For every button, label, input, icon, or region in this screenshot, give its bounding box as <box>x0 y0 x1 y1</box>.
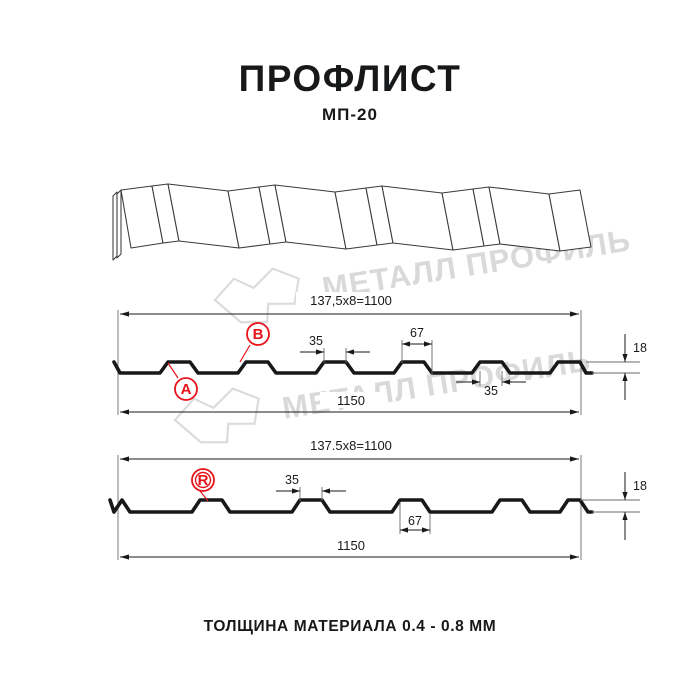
watermark-logo-icon <box>173 387 260 444</box>
dimension-valley-width-label: 67 <box>408 514 422 528</box>
dimension-valley-width: 67 <box>399 502 431 534</box>
callout-a-label: A <box>181 381 192 398</box>
dimension-height-label: 18 <box>633 479 647 493</box>
corrugation-facets <box>120 183 592 252</box>
page-subtitle: МП-20 <box>322 105 378 124</box>
dimension-valley-width-label: 67 <box>410 326 424 340</box>
dimension-valley-width: 67 <box>401 326 433 375</box>
watermark-logo-icon <box>213 267 300 324</box>
dimension-height: 18 <box>580 472 647 540</box>
watermark-lower: МЕТАЛЛ ПРОФИЛЬ <box>173 342 593 444</box>
material-thickness-note: ТОЛЩИНА МАТЕРИАЛА 0.4 - 0.8 ММ <box>203 618 497 635</box>
dimension-height-label: 18 <box>633 341 647 355</box>
dimension-pitch-total-label: 137,5x8=1100 <box>310 293 392 308</box>
callout-r-label: R <box>198 472 209 489</box>
sheet-edge-thickness <box>116 189 122 259</box>
callout-b[interactable]: B <box>239 322 270 363</box>
sheet-edge-thickness <box>112 191 118 261</box>
dimension-pitch-total-label: 137.5x8=1100 <box>310 438 392 453</box>
dimension-overall-width: 1150 <box>120 392 579 415</box>
dimension-overall-width: 1150 <box>120 537 579 560</box>
profile-outline <box>108 498 594 514</box>
dimension-crest-width-upper-label: 35 <box>309 334 323 348</box>
callout-r[interactable]: R <box>191 468 215 502</box>
callout-a-circle <box>174 377 198 401</box>
dimension-overall-width-label: 1150 <box>337 538 365 553</box>
dimension-crest-width: 35 <box>276 473 346 501</box>
cross-section-bottom: 137.5x8=1100 1150 35 <box>108 437 647 560</box>
callout-b-circle <box>246 322 270 346</box>
profile-isometric-view <box>112 183 592 261</box>
callout-b-label: B <box>253 326 264 343</box>
dimension-crest-width-upper: 35 <box>300 334 370 363</box>
callout-r-inner-circle <box>194 471 212 489</box>
profile-outline <box>112 360 594 375</box>
watermark-label: МЕТАЛЛ ПРОФИЛЬ <box>280 342 593 425</box>
dimension-crest-width-lower-label: 35 <box>484 384 498 398</box>
cross-section-top: 137,5x8=1100 1150 35 <box>112 292 647 415</box>
dimension-pitch-total: 137,5x8=1100 <box>120 292 579 317</box>
callout-a[interactable]: A <box>167 362 198 401</box>
dimension-overall-width-label: 1150 <box>337 393 365 408</box>
dimension-crest-width-label: 35 <box>285 473 299 487</box>
dimension-pitch-total: 137.5x8=1100 <box>120 437 579 462</box>
page-title: ПРОФЛИСТ <box>238 58 462 99</box>
dimension-crest-width-lower: 35 <box>456 371 526 398</box>
dimension-height: 18 <box>586 334 647 400</box>
